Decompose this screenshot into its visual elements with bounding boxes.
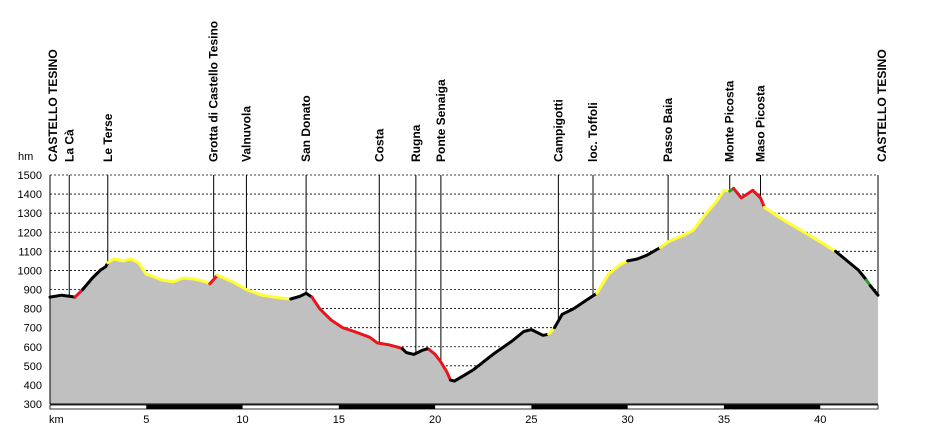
x-tick-label: 20	[429, 414, 441, 426]
x-tick-label: 10	[236, 414, 248, 426]
elevation-series	[48, 186, 880, 383]
x-axis-label: km	[49, 414, 64, 426]
y-tick-label: 1400	[18, 189, 42, 201]
series-segment-yellow	[658, 188, 732, 249]
series-segment-black	[48, 293, 77, 299]
waypoint-label: Ponte Senaiga	[434, 79, 448, 162]
scale-bar-segment	[531, 405, 628, 409]
y-tick-label: 800	[24, 304, 42, 316]
waypoint-label: Rugna	[409, 124, 423, 162]
waypoint-label: loc. Toffoli	[586, 102, 600, 162]
x-tick-label: 40	[814, 414, 826, 426]
waypoint-label: San Donato	[299, 95, 313, 162]
y-tick-label: 600	[24, 342, 42, 354]
waypoint-labels: CASTELLO TESINO La Cà Le Terse Grotta di Ca…	[46, 21, 889, 162]
series-segment-yellow	[595, 259, 630, 295]
elevation-area	[50, 188, 878, 404]
x-tick-label: 35	[718, 414, 730, 426]
waypoint-label: Maso Picosta	[754, 85, 768, 162]
series-segment-black	[449, 328, 551, 383]
y-tick-label: 400	[24, 380, 42, 392]
waypoint-label: Le Terse	[101, 113, 115, 162]
y-tick-labels: 300 400 500 600 700 800 900 1000 1100 1200 1300 140…	[18, 170, 42, 411]
series-segment-red	[427, 348, 452, 382]
elevation-fill	[50, 188, 878, 404]
series-segment-black	[834, 249, 868, 282]
series-segment-black	[626, 246, 662, 263]
series-segment-black	[81, 261, 110, 291]
scale-bar-frame	[49, 404, 879, 410]
waypoint-label: Grotta di Castello Tesino	[207, 21, 221, 162]
y-axis-label: hm	[18, 151, 33, 163]
waypoint-label: CASTELLO TESINO	[46, 49, 60, 162]
series-segment-red	[73, 288, 85, 299]
scale-bar-segment	[146, 405, 243, 409]
x-tick-label: 25	[525, 414, 537, 426]
scale-bar-segment	[723, 405, 821, 409]
x-tick-label: 5	[143, 414, 149, 426]
series-segment-red	[208, 273, 219, 286]
waypoint-label: Valnuvola	[239, 106, 253, 162]
series-segment-yellow	[762, 205, 838, 253]
y-tick-label: 500	[24, 361, 42, 373]
series-segment-black	[553, 291, 599, 330]
km-scale-bar	[49, 404, 879, 410]
waypoint-label: Costa	[372, 128, 386, 162]
series-segment-black	[289, 291, 314, 301]
series-segment-black	[400, 347, 431, 356]
y-tick-label: 300	[24, 399, 42, 411]
series-segment-red	[732, 186, 766, 209]
x-tick-label: 15	[333, 414, 345, 426]
x-tick-label: 30	[622, 414, 634, 426]
y-tick-label: 1200	[18, 227, 42, 239]
x-tick-labels: 5 10 15 20 25 30 35 40	[143, 414, 826, 426]
waypoint-label: Passo Baia	[661, 98, 675, 162]
waypoint-label: Monte Picosta	[723, 80, 737, 162]
series-segment-yellow	[216, 273, 293, 301]
axes	[49, 175, 878, 405]
waypoint-label: Campigotti	[551, 99, 565, 162]
y-tick-label: 1000	[18, 265, 42, 277]
y-tick-label: 1500	[18, 170, 42, 182]
y-tick-label: 1100	[18, 246, 42, 258]
waypoint-label: La Cà	[62, 129, 76, 162]
y-tick-label: 900	[24, 285, 42, 297]
series-segment-black	[868, 284, 880, 297]
series-segment-yellow	[106, 257, 212, 286]
y-tick-label: 1300	[18, 208, 42, 220]
waypoint-label: CASTELLO TESINO	[875, 49, 889, 162]
scale-bar-segment	[338, 405, 436, 409]
waypoint-markers	[68, 175, 879, 363]
y-tick-label: 700	[24, 323, 42, 335]
series-segment-red	[310, 295, 404, 351]
